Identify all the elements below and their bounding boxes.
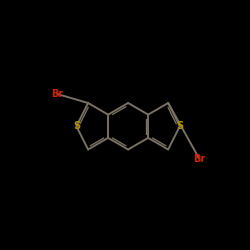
Text: Br: Br <box>51 89 63 99</box>
Text: S: S <box>73 121 80 131</box>
Text: Br: Br <box>193 154 205 164</box>
Text: S: S <box>176 121 183 131</box>
